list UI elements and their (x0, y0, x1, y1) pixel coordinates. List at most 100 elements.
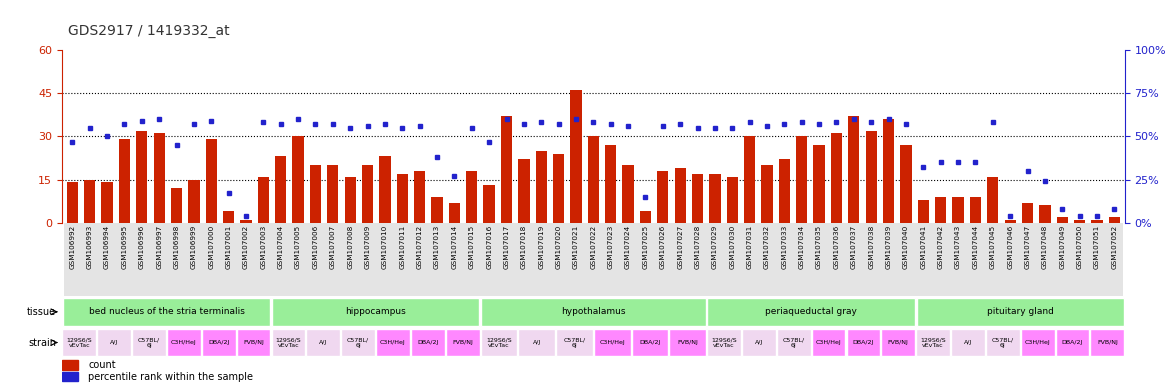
Text: GSM107033: GSM107033 (781, 225, 787, 269)
Text: GSM107041: GSM107041 (920, 225, 926, 269)
Text: GSM106995: GSM106995 (121, 225, 127, 269)
Bar (1091, 220, 1103, 223)
Bar (116, 223, 133, 296)
Text: GSM107019: GSM107019 (538, 225, 544, 269)
Bar (779, 159, 790, 223)
Bar (707, 329, 741, 356)
Bar (689, 223, 707, 296)
Text: GSM107025: GSM107025 (642, 225, 648, 269)
Text: GSM107052: GSM107052 (1112, 225, 1118, 269)
Bar (63, 223, 81, 296)
Bar (969, 197, 981, 223)
Bar (916, 329, 950, 356)
Bar (202, 223, 220, 296)
Bar (484, 185, 495, 223)
Bar (691, 174, 703, 223)
Bar (797, 136, 807, 223)
Bar (1108, 217, 1120, 223)
Bar (917, 298, 1124, 326)
Bar (669, 329, 707, 356)
Text: pituitary gland: pituitary gland (987, 307, 1054, 316)
Text: A/J: A/J (964, 340, 972, 345)
Text: bed nucleus of the stria terminalis: bed nucleus of the stria terminalis (89, 307, 244, 316)
Bar (429, 223, 446, 296)
Text: hippocampus: hippocampus (346, 307, 406, 316)
Text: GSM107026: GSM107026 (660, 225, 666, 269)
Text: GSM107027: GSM107027 (677, 225, 683, 269)
Text: GSM107008: GSM107008 (347, 225, 353, 269)
Text: 129S6/S
vEvTac: 129S6/S vEvTac (67, 337, 92, 348)
Bar (223, 211, 235, 223)
Bar (632, 329, 668, 356)
Text: C3H/HeJ: C3H/HeJ (815, 340, 841, 345)
Text: GSM107013: GSM107013 (434, 225, 440, 269)
Bar (167, 329, 201, 356)
Bar (1056, 329, 1090, 356)
Text: GSM106997: GSM106997 (157, 225, 162, 269)
Bar (341, 223, 359, 296)
Bar (272, 298, 479, 326)
Bar (724, 223, 741, 296)
Text: GSM107038: GSM107038 (868, 225, 874, 269)
Bar (950, 223, 967, 296)
Bar (97, 329, 131, 356)
Text: GSM107018: GSM107018 (521, 225, 527, 269)
Bar (813, 145, 825, 223)
Text: GSM106994: GSM106994 (104, 225, 110, 269)
Bar (102, 182, 112, 223)
Text: GSM107006: GSM107006 (313, 225, 319, 269)
Text: C57BL/
6J: C57BL/ 6J (347, 337, 369, 348)
Bar (62, 329, 96, 356)
Bar (132, 329, 166, 356)
Bar (951, 329, 985, 356)
Text: GSM107002: GSM107002 (243, 225, 249, 269)
Text: DBA/2J: DBA/2J (853, 340, 874, 345)
Bar (568, 223, 585, 296)
Text: C3H/HeJ: C3H/HeJ (599, 340, 625, 345)
Bar (519, 329, 555, 356)
Bar (463, 223, 480, 296)
Bar (640, 211, 651, 223)
Text: C3H/HeJ: C3H/HeJ (1024, 340, 1050, 345)
Bar (241, 220, 251, 223)
Bar (897, 223, 915, 296)
Bar (619, 223, 637, 296)
Bar (237, 329, 271, 356)
Bar (1071, 223, 1089, 296)
Bar (272, 223, 290, 296)
Bar (171, 188, 182, 223)
Text: GSM107031: GSM107031 (746, 225, 752, 269)
Bar (952, 197, 964, 223)
Text: GSM107012: GSM107012 (417, 225, 423, 269)
Text: GDS2917 / 1419332_at: GDS2917 / 1419332_at (68, 24, 229, 38)
Bar (63, 298, 270, 326)
Bar (776, 223, 793, 296)
Bar (812, 329, 846, 356)
Text: GSM106999: GSM106999 (190, 225, 197, 269)
Text: GSM107023: GSM107023 (607, 225, 613, 269)
Bar (431, 197, 443, 223)
Bar (846, 223, 862, 296)
Text: C57BL/
6J: C57BL/ 6J (563, 337, 585, 348)
Text: GSM107044: GSM107044 (973, 225, 979, 269)
Bar (675, 168, 686, 223)
Bar (708, 298, 915, 326)
Text: GSM107037: GSM107037 (850, 225, 857, 269)
Bar (1057, 217, 1068, 223)
Text: GSM107032: GSM107032 (764, 225, 770, 269)
Bar (707, 223, 724, 296)
Bar (1075, 220, 1085, 223)
Bar (1021, 329, 1055, 356)
Text: GSM107042: GSM107042 (938, 225, 944, 269)
Text: GSM107007: GSM107007 (329, 225, 336, 269)
Bar (327, 165, 339, 223)
Text: GSM107051: GSM107051 (1094, 225, 1100, 269)
Bar (271, 329, 305, 356)
Bar (602, 223, 619, 296)
Bar (882, 329, 916, 356)
Bar (985, 223, 1001, 296)
Bar (292, 136, 304, 223)
Text: 129S6/S
vEvTac: 129S6/S vEvTac (920, 337, 946, 348)
Bar (62, 361, 78, 370)
Bar (637, 223, 654, 296)
